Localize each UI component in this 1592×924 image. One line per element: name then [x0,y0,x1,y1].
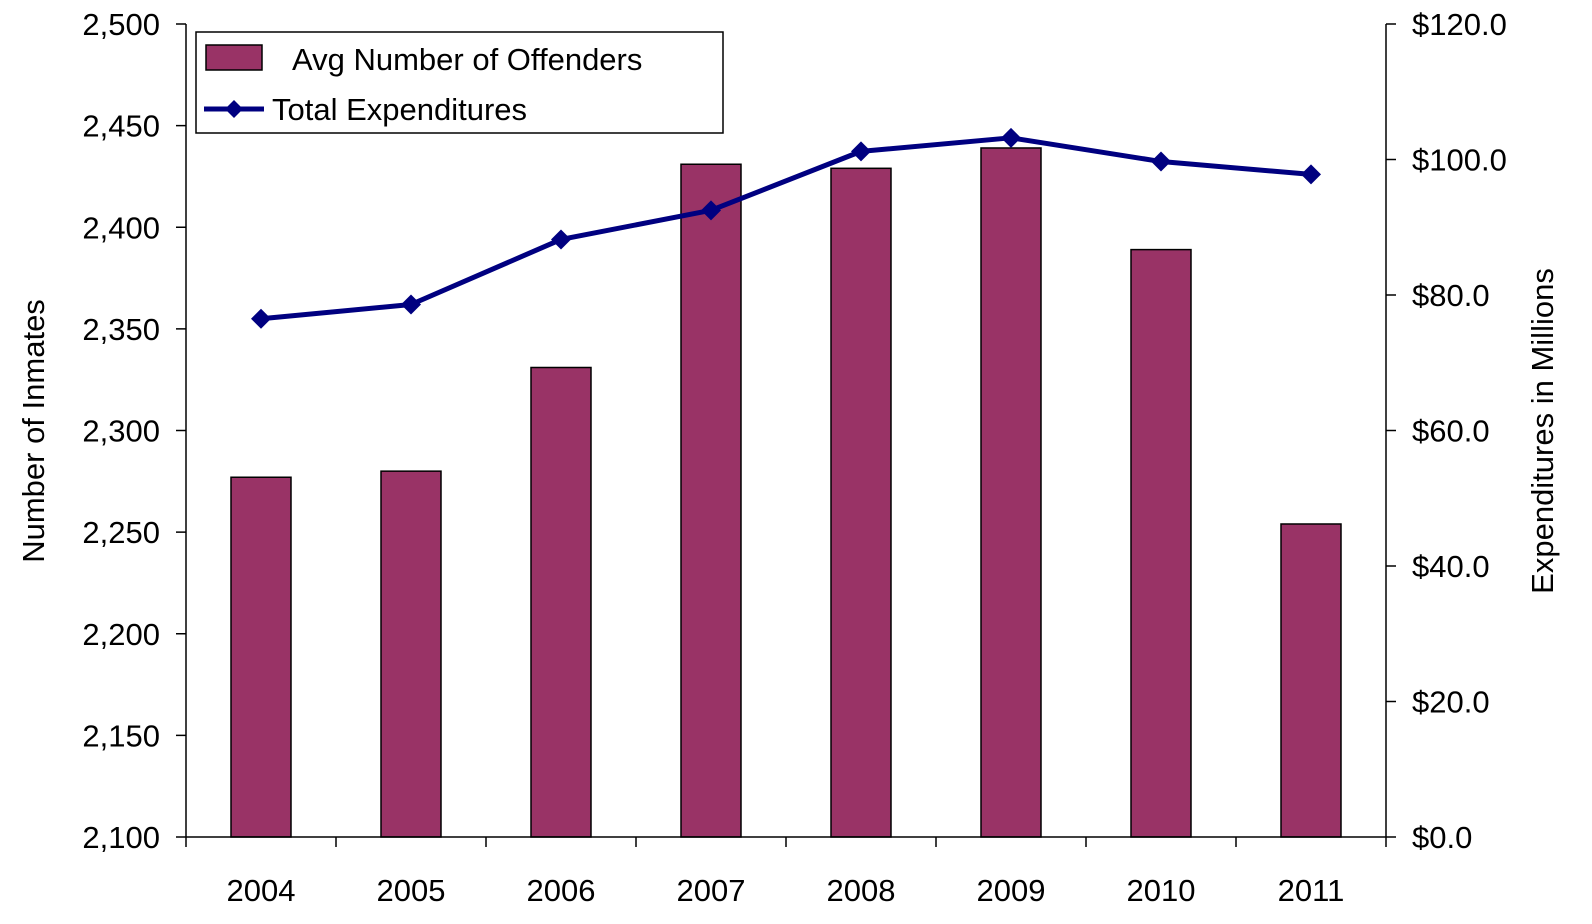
y-right-tick-label: $0.0 [1412,820,1472,855]
y-right-tick-label: $60.0 [1412,414,1490,449]
bar-2006 [530,366,592,838]
bar-2007 [680,163,742,838]
x-tick-label: 2006 [527,873,596,908]
legend: Avg Number of Offenders Total Expenditur… [195,31,724,134]
line-marker-2007 [701,200,721,221]
x-tick-label: 2010 [1127,873,1196,908]
legend-line-label: Total Expenditures [272,92,527,127]
x-tick-label: 2004 [227,873,296,908]
y-left-tick-label: 2,450 [82,109,160,144]
bar-2004 [230,476,292,838]
y-left-tick-label: 2,250 [82,515,160,550]
y-right-tick-label: $100.0 [1412,143,1507,178]
axes-layer [176,23,1396,847]
x-tick-label: 2005 [377,873,446,908]
line-marker-2005 [401,294,421,315]
y-left-tick-label: 2,300 [82,414,160,449]
y-right-tick-label: $40.0 [1412,549,1490,584]
bar-2008 [830,167,892,838]
line-marker-2008 [851,141,871,162]
x-tick-label: 2007 [677,873,746,908]
bar-2010 [1130,248,1192,838]
expenditures-line [260,135,1312,322]
bars-layer [230,147,1342,838]
y-axis-left-label: Number of Inmates [16,299,51,563]
line-marker-2006 [551,229,571,250]
y-left-tick-label: 2,200 [82,617,160,652]
bar-2009 [980,147,1042,838]
y-left-tick-label: 2,400 [82,210,160,245]
legend-bar-label: Avg Number of Offenders [292,42,642,77]
y-left-tick-label: 2,150 [82,718,160,753]
legend-box [195,31,724,134]
y-right-tick-label: $20.0 [1412,685,1490,720]
y-left-tick-label: 2,350 [82,312,160,347]
x-tick-label: 2011 [1278,873,1345,908]
y-left-tick-label: 2,100 [82,820,160,855]
bar-2005 [380,470,442,838]
line-layer [251,127,1321,329]
y-axis-right-label: Expenditures in Millions [1525,268,1560,594]
line-marker-2009 [1001,127,1021,148]
line-marker-2011 [1301,164,1321,185]
line-marker-2010 [1151,151,1171,172]
line-marker-2004 [251,308,271,329]
tick-labels-layer: 2,100 2,150 2,200 2,250 2,300 2,350 2,400 2,450… [82,7,1506,908]
legend-line-marker [225,100,243,118]
y-right-tick-label: $80.0 [1412,278,1490,313]
x-tick-label: 2009 [977,873,1046,908]
y-right-tick-label: $120.0 [1412,7,1507,42]
bar-2011 [1280,523,1342,838]
x-tick-label: 2008 [827,873,896,908]
y-left-tick-label: 2,500 [82,7,160,42]
legend-bar-swatch [205,44,263,71]
